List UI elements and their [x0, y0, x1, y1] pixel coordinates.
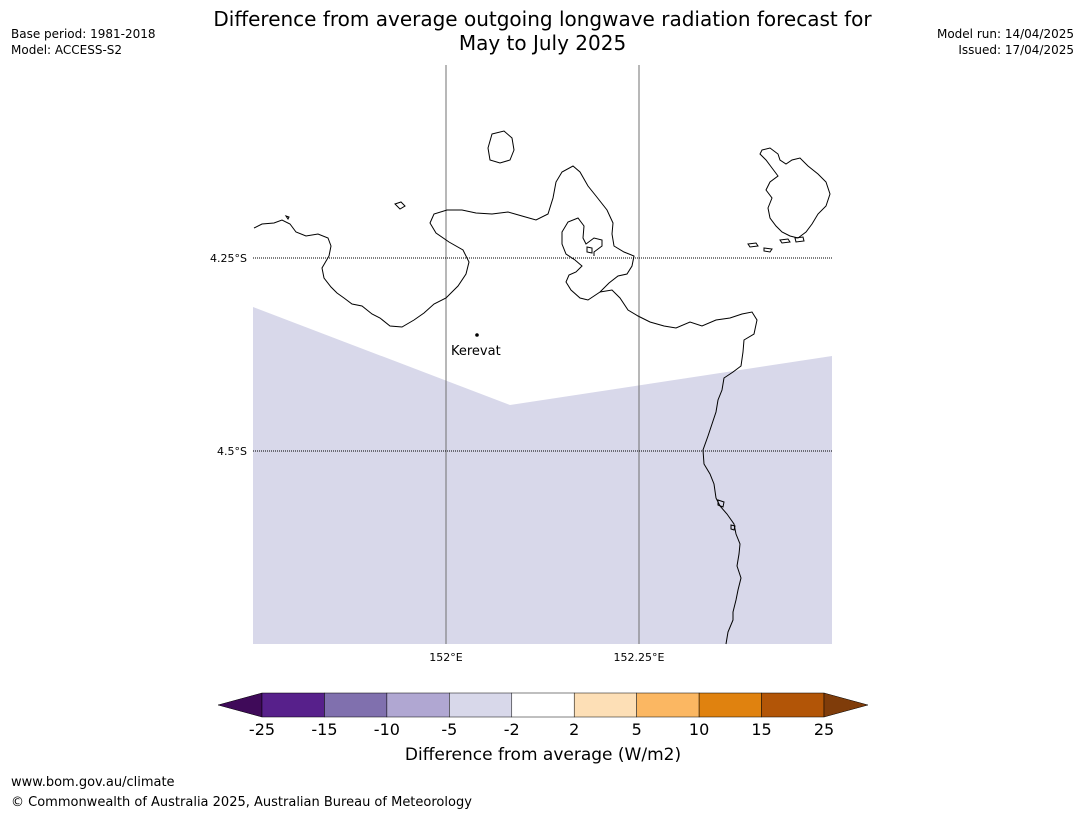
colorbar-tick-label: -10 — [373, 720, 400, 739]
issued-text: Issued: 17/04/2025 — [958, 43, 1074, 57]
colorbar-label: Difference from average (W/m2) — [404, 745, 682, 765]
colorbar-extend-low — [217, 692, 263, 718]
kerevat-label: Kerevat — [451, 344, 501, 359]
islet-east-1 — [747, 242, 759, 248]
islet-east-4 — [794, 236, 805, 243]
islet-east-3 — [779, 238, 791, 244]
colorbar-tick-label: -15 — [311, 720, 338, 739]
coastline-main — [253, 165, 635, 328]
colorbar-segment — [261, 692, 325, 718]
lon-label-152-25e: 152.25°E — [614, 651, 665, 664]
coastline-east — [599, 289, 758, 645]
colorbar-tick-label: -2 — [503, 720, 520, 739]
colorbar-segment — [761, 692, 825, 718]
model-run-text: Model run: 14/04/2025 — [936, 27, 1074, 41]
lat-label-4-25s: 4.25°S — [210, 252, 247, 265]
colorbar-segment — [698, 692, 762, 718]
colorbar-tick-label: 5 — [631, 720, 642, 739]
islet-east-2 — [763, 247, 773, 253]
island-east-group — [759, 147, 831, 239]
colorbar-tick-label: 25 — [813, 720, 835, 739]
map-title: Difference from average outgoing longwav… — [180, 7, 905, 55]
footer-url: www.bom.gov.au/climate — [11, 775, 175, 790]
colorbar-tick-label: 2 — [569, 720, 580, 739]
colorbar-segment — [324, 692, 388, 718]
metadata-left: Base period: 1981-2018 Model: ACCESS-S2 — [11, 26, 156, 58]
footer-copyright: © Commonwealth of Australia 2025, Austra… — [11, 795, 472, 810]
colorbar-extend-high — [823, 692, 869, 718]
anomaly-shading — [253, 307, 832, 644]
colorbar-tick-label: 10 — [688, 720, 710, 739]
base-period-text: Base period: 1981-2018 — [11, 27, 156, 41]
colorbar-tick-label: -25 — [248, 720, 276, 739]
lat-label-4-5s: 4.5°S — [217, 445, 247, 458]
colorbar-segment — [636, 692, 700, 718]
title-line-1: Difference from average outgoing longwav… — [213, 7, 872, 31]
colorbar-segment — [511, 692, 575, 718]
islet-west — [284, 215, 290, 220]
colorbar-tick-label: -5 — [441, 720, 458, 739]
title-line-2: May to July 2025 — [458, 31, 627, 55]
kerevat-marker — [475, 333, 479, 337]
islet-coast-2 — [730, 524, 736, 531]
lon-label-152e: 152°E — [429, 651, 462, 664]
island-small-west — [394, 201, 406, 210]
island-bay — [586, 246, 593, 254]
islet-coast-1 — [717, 499, 725, 508]
colorbar-segment — [449, 692, 513, 718]
colorbar-tick-label: 15 — [751, 720, 772, 739]
model-text: Model: ACCESS-S2 — [11, 43, 123, 57]
metadata-right: Model run: 14/04/2025 Issued: 17/04/2025 — [937, 26, 1074, 58]
colorbar-segment — [386, 692, 450, 718]
colorbar — [217, 692, 869, 718]
colorbar-segment — [573, 692, 637, 718]
island-north — [487, 130, 515, 164]
